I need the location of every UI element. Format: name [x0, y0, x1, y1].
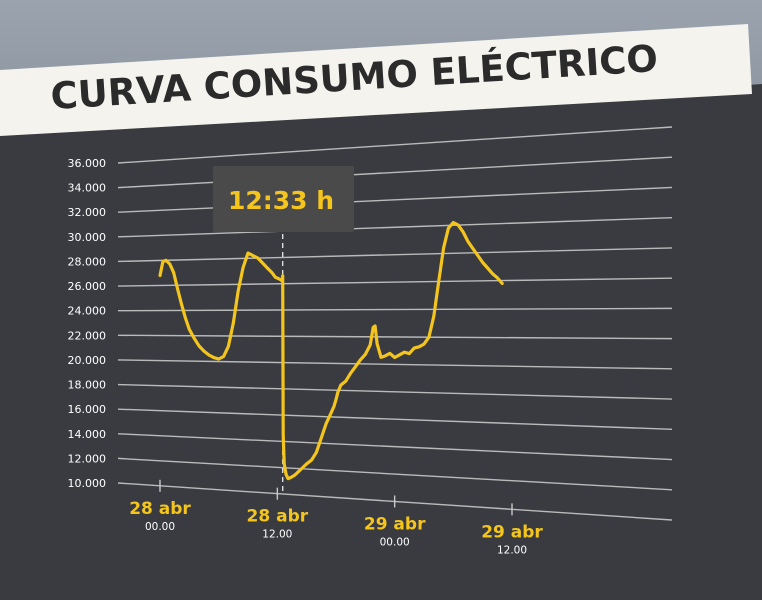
y-tick-label: 24.000 [68, 305, 107, 318]
y-axis-ticks: 10.000 12.000 14.000 16.000 18.000 20.000 22.0… [68, 157, 107, 490]
y-tick-label: 20.000 [68, 354, 107, 367]
chart-panel [0, 84, 762, 600]
grid-line [117, 216, 673, 238]
consumption-series-line [158, 220, 504, 481]
title-banner [0, 24, 752, 136]
grid-line [117, 247, 673, 263]
y-tick-label: 22.000 [68, 329, 107, 342]
x-tick-date: 28 abr [129, 499, 191, 519]
y-tick-label: 16.000 [68, 403, 107, 416]
x-tick-time: 12.00 [262, 529, 292, 541]
grid-lines [117, 126, 673, 521]
grid-line [117, 383, 673, 400]
grid-line [117, 277, 673, 287]
y-tick-label: 14.000 [68, 428, 107, 441]
y-tick-label: 28.000 [68, 255, 107, 268]
y-tick-label: 36.000 [68, 157, 107, 170]
grid-line [117, 408, 673, 431]
y-tick-label: 12.000 [68, 452, 107, 465]
grid-line [117, 156, 673, 189]
x-axis-ticks: 28 abr 00.00 28 abr 12.00 29 abr 00.00 29 abr 1… [129, 479, 543, 556]
x-tick-date: 29 abr [481, 522, 543, 542]
x-tick-time: 00.00 [380, 536, 410, 548]
annotation-box [213, 166, 354, 232]
y-tick-label: 30.000 [68, 231, 107, 244]
y-tick-label: 18.000 [68, 379, 107, 392]
grid-line [117, 457, 673, 491]
grid-line [117, 433, 673, 461]
y-tick-label: 26.000 [68, 280, 107, 293]
grid-line [117, 307, 673, 312]
x-tick-time: 12.00 [497, 544, 527, 556]
x-tick-date: 29 abr [364, 514, 426, 534]
annotation-label: 12:33 h [228, 186, 334, 215]
grid-line [117, 126, 673, 164]
grid-line [117, 186, 673, 213]
grid-line [117, 334, 673, 340]
grid-line [117, 359, 673, 370]
y-tick-label: 34.000 [68, 182, 107, 195]
x-tick-date: 28 abr [247, 507, 309, 527]
y-tick-label: 32.000 [68, 206, 107, 219]
x-tick-time: 00.00 [145, 521, 175, 533]
y-tick-label: 10.000 [68, 477, 107, 490]
